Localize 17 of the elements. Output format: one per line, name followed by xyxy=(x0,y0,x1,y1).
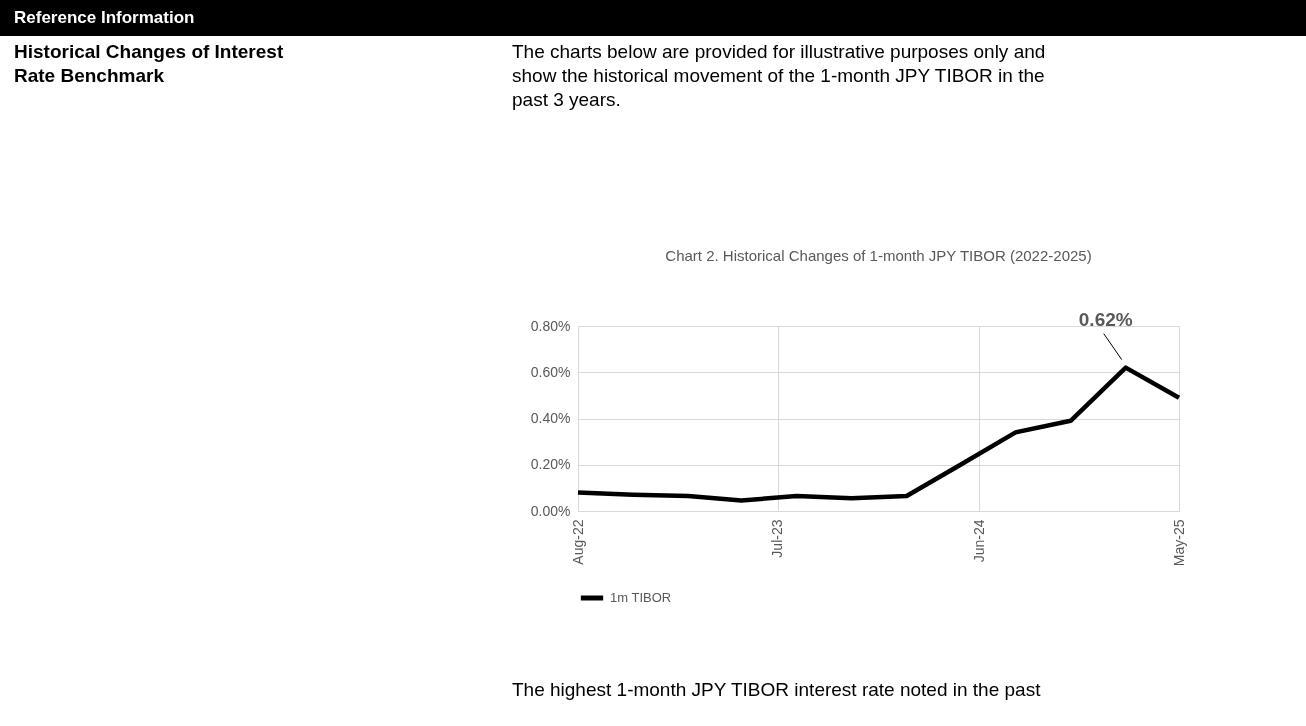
y-tick-label: 0.60% xyxy=(530,363,571,380)
text: Reference Information xyxy=(14,8,195,27)
y-tick-label: 0.20% xyxy=(530,456,571,473)
text: The charts below are provided for illustrative purposes only and show the historical movement of the 1-month JPY TIBOR in the past 3 years. xyxy=(512,41,1046,110)
y-tick-label: 0.40% xyxy=(530,410,571,426)
chart-title: Chart 2. Historical Changes of 1-month JPY TIBOR (2022-2025) xyxy=(665,247,1092,264)
y-tick-label: 0.00% xyxy=(530,502,571,519)
x-tick-label: Jun-24 xyxy=(970,519,987,563)
legend-label: 1m TIBOR xyxy=(610,590,672,605)
annotation: 0.62% xyxy=(1078,308,1133,330)
x-tick-label: May-25 xyxy=(1170,519,1187,567)
x-tick-label: Jul-23 xyxy=(769,519,786,558)
text: The highest 1-month JPY TIBOR interest rate noted in the past xyxy=(512,679,1042,700)
line-series xyxy=(575,365,1182,503)
x-tick-label: Aug-22 xyxy=(569,519,586,565)
y-tick-label: 0.80% xyxy=(530,317,571,334)
text: Historical Changes of Interest Rate Benchmark xyxy=(14,41,284,86)
